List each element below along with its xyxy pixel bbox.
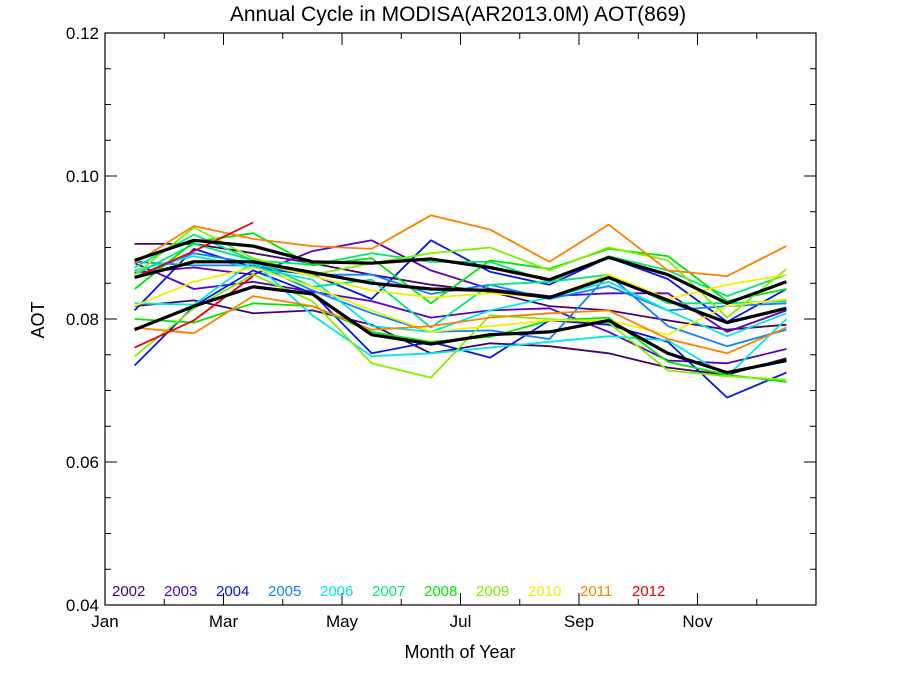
y-tick-label: 0.04 xyxy=(66,596,99,615)
x-tick-label: Sep xyxy=(564,612,594,631)
x-tick-label: Mar xyxy=(209,612,239,631)
series-line-2005 xyxy=(134,252,787,348)
legend: 2002 2003 2004 2005 2006 2007 2008 2009 2010 2011… xyxy=(112,583,665,600)
x-tick-label: Jul xyxy=(450,612,472,631)
y-tick-label: 0.10 xyxy=(66,167,99,186)
series-line-2008 xyxy=(134,232,787,305)
series-line-2009 xyxy=(134,226,787,319)
series-line-2010 xyxy=(134,266,787,336)
legend-item-2009: 2009 xyxy=(476,583,509,600)
legend-item-2006: 2006 xyxy=(320,583,353,600)
legend-item-2003: 2003 xyxy=(164,583,197,600)
legend-item-2007: 2007 xyxy=(372,583,405,600)
legend-item-2010: 2010 xyxy=(528,583,561,600)
legend-item-2008: 2008 xyxy=(424,583,457,600)
series-line-2012 xyxy=(134,221,254,279)
series-layer xyxy=(133,214,788,399)
series-line-2011 xyxy=(134,295,787,355)
x-tick-label: Nov xyxy=(682,612,713,631)
x-tick-label: May xyxy=(326,612,359,631)
series-line-2003 xyxy=(134,239,787,333)
y-tick-label: 0.06 xyxy=(66,453,99,472)
y-tick-label: 0.12 xyxy=(66,24,99,43)
x-axis-label: Month of Year xyxy=(404,642,515,662)
mean-series-line-23 xyxy=(134,260,787,325)
x-tick-label: Jan xyxy=(91,612,118,631)
chart-title: Annual Cycle in MODISA(AR2013.0M) AOT(86… xyxy=(230,3,686,26)
mean-series-line-22 xyxy=(134,238,787,305)
mean-series-line-24 xyxy=(134,285,787,375)
legend-item-2002: 2002 xyxy=(112,583,145,600)
legend-item-2012: 2012 xyxy=(632,583,665,600)
legend-item-2011: 2011 xyxy=(580,583,612,600)
axis-layer: Jan Mar May Jul Sep Nov 0.04 0.06 0.08 0.10 0.12 xyxy=(66,24,817,631)
series-line-2004 xyxy=(133,239,787,323)
legend-item-2004: 2004 xyxy=(216,583,249,600)
y-tick-label: 0.08 xyxy=(66,310,99,329)
plot-frame xyxy=(104,32,817,606)
y-axis-label: AOT xyxy=(28,301,48,338)
legend-item-2005: 2005 xyxy=(268,583,301,600)
series-line-2006 xyxy=(134,260,788,378)
series-line-2002 xyxy=(134,299,787,376)
series-line-2011 xyxy=(134,214,787,277)
series-line-2012 xyxy=(134,275,254,349)
series-line-2009 xyxy=(134,273,787,381)
